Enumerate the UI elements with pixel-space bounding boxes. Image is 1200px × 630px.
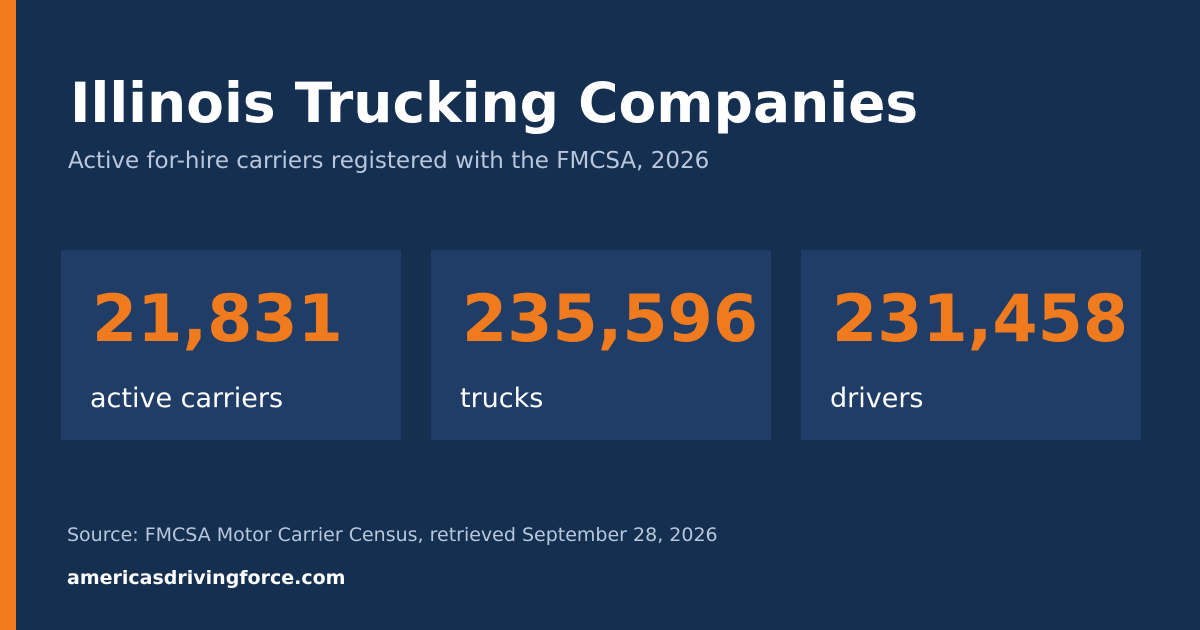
stat-label: trucks xyxy=(460,383,544,414)
stat-card-drivers: 231,458 drivers xyxy=(801,250,1141,440)
website-link[interactable]: americasdrivingforce.com xyxy=(67,567,346,589)
stat-label: drivers xyxy=(830,383,924,414)
page-subtitle: Active for-hire carriers registered with… xyxy=(68,148,710,174)
stat-card-active-carriers: 21,831 active carriers xyxy=(61,250,401,440)
source-citation: Source: FMCSA Motor Carrier Census, retr… xyxy=(67,524,718,546)
page-title: Illinois Trucking Companies xyxy=(70,71,919,135)
stat-value: 21,831 xyxy=(92,282,343,357)
stat-label: active carriers xyxy=(90,383,284,414)
stat-card-trucks: 235,596 trucks xyxy=(431,250,771,440)
stat-value: 235,596 xyxy=(462,282,759,357)
stat-value: 231,458 xyxy=(832,282,1129,357)
left-accent-bar xyxy=(0,0,16,630)
